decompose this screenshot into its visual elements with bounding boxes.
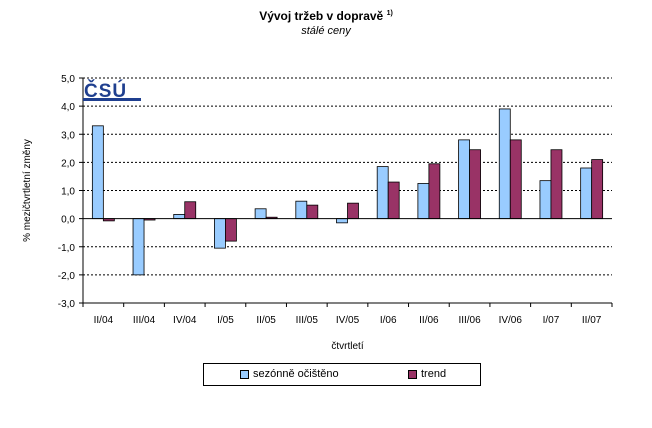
x-tick-label: III/04 (133, 315, 156, 326)
y-tick-label: 3,0 (61, 130, 75, 141)
x-tick-label: IV/04 (173, 315, 197, 326)
y-axis-title: % mezičtvrtletní změny (22, 139, 33, 242)
x-tick-label: I/06 (380, 315, 397, 326)
chart-subtitle: stálé ceny (301, 25, 351, 37)
title-footnote: 1) (386, 10, 393, 17)
axes (79, 77, 613, 307)
x-tick-label: IV/06 (499, 315, 523, 326)
csu-logo: ČSÚ (83, 80, 141, 101)
x-tick-label: II/04 (94, 315, 114, 326)
bar-seasonal (376, 166, 389, 220)
grid-lines (83, 77, 612, 276)
x-axis-title: čtvrtletí (331, 341, 363, 352)
bar-seasonal (214, 218, 226, 249)
bar-trend (387, 181, 400, 220)
x-tick-label: II/07 (582, 315, 602, 326)
bar-trend (306, 204, 319, 220)
y-tick-label: 2,0 (61, 158, 75, 169)
y-tick-label: 1,0 (61, 187, 75, 198)
bar-trend (184, 201, 197, 220)
legend-item-trend: trend (408, 368, 446, 380)
x-tick-label: I/05 (217, 315, 234, 326)
y-tick-label: -3,0 (58, 299, 76, 310)
x-tick-label: II/05 (256, 315, 276, 326)
x-tick-label: III/06 (458, 315, 481, 326)
y-tick-label: -1,0 (58, 243, 76, 254)
bar-trend (347, 202, 359, 220)
y-tick-label: 0,0 (61, 215, 75, 226)
bar-seasonal (295, 200, 308, 220)
legend-label-seasonal: sezónně očištěno (253, 368, 339, 380)
bar-trend (550, 149, 563, 220)
x-tick-label: III/05 (296, 315, 319, 326)
bar-seasonal (254, 208, 267, 220)
legend-label-trend: trend (421, 368, 447, 380)
legend-swatch-trend (408, 369, 417, 379)
x-tick-label: IV/05 (336, 315, 360, 326)
bar-seasonal (336, 218, 348, 224)
y-tick-label: 4,0 (61, 102, 75, 113)
csu-logo-text: ČSÚ (84, 80, 127, 101)
legend: sezónně očištěno trend (203, 363, 481, 386)
x-tick-label: II/06 (419, 315, 439, 326)
bar-trend (591, 159, 604, 220)
bars (91, 108, 604, 276)
bar-seasonal (91, 125, 104, 220)
bar-trend (428, 163, 441, 220)
bar-seasonal (498, 108, 511, 220)
legend-item-seasonal: sezónně očištěno (240, 368, 339, 380)
legend-swatch-seasonal (240, 369, 249, 379)
axis-labels: 5,0 4,0 3,0 2,0 1,0 0,0 -1,0 -2,0 -3,0 II/04 III/0… (22, 74, 602, 352)
bar-trend (469, 149, 481, 220)
bar-seasonal (173, 214, 186, 220)
title-block: Vývoj tržeb v dopravě 1) stálé ceny (0, 6, 652, 38)
bar-seasonal (417, 183, 430, 220)
chart-title: Vývoj tržeb v dopravě 1) (0, 6, 652, 24)
bar-seasonal (539, 180, 552, 220)
bar-seasonal (458, 139, 470, 220)
bar-seasonal (580, 167, 593, 220)
x-tick-label: I/07 (543, 315, 560, 326)
y-tick-label: 5,0 (61, 74, 75, 85)
bar-trend (225, 218, 237, 242)
bar-seasonal (132, 218, 145, 276)
y-tick-label: -2,0 (58, 271, 76, 282)
bar-trend (509, 139, 522, 220)
chart-title-text: Vývoj tržeb v dopravě (259, 9, 384, 23)
